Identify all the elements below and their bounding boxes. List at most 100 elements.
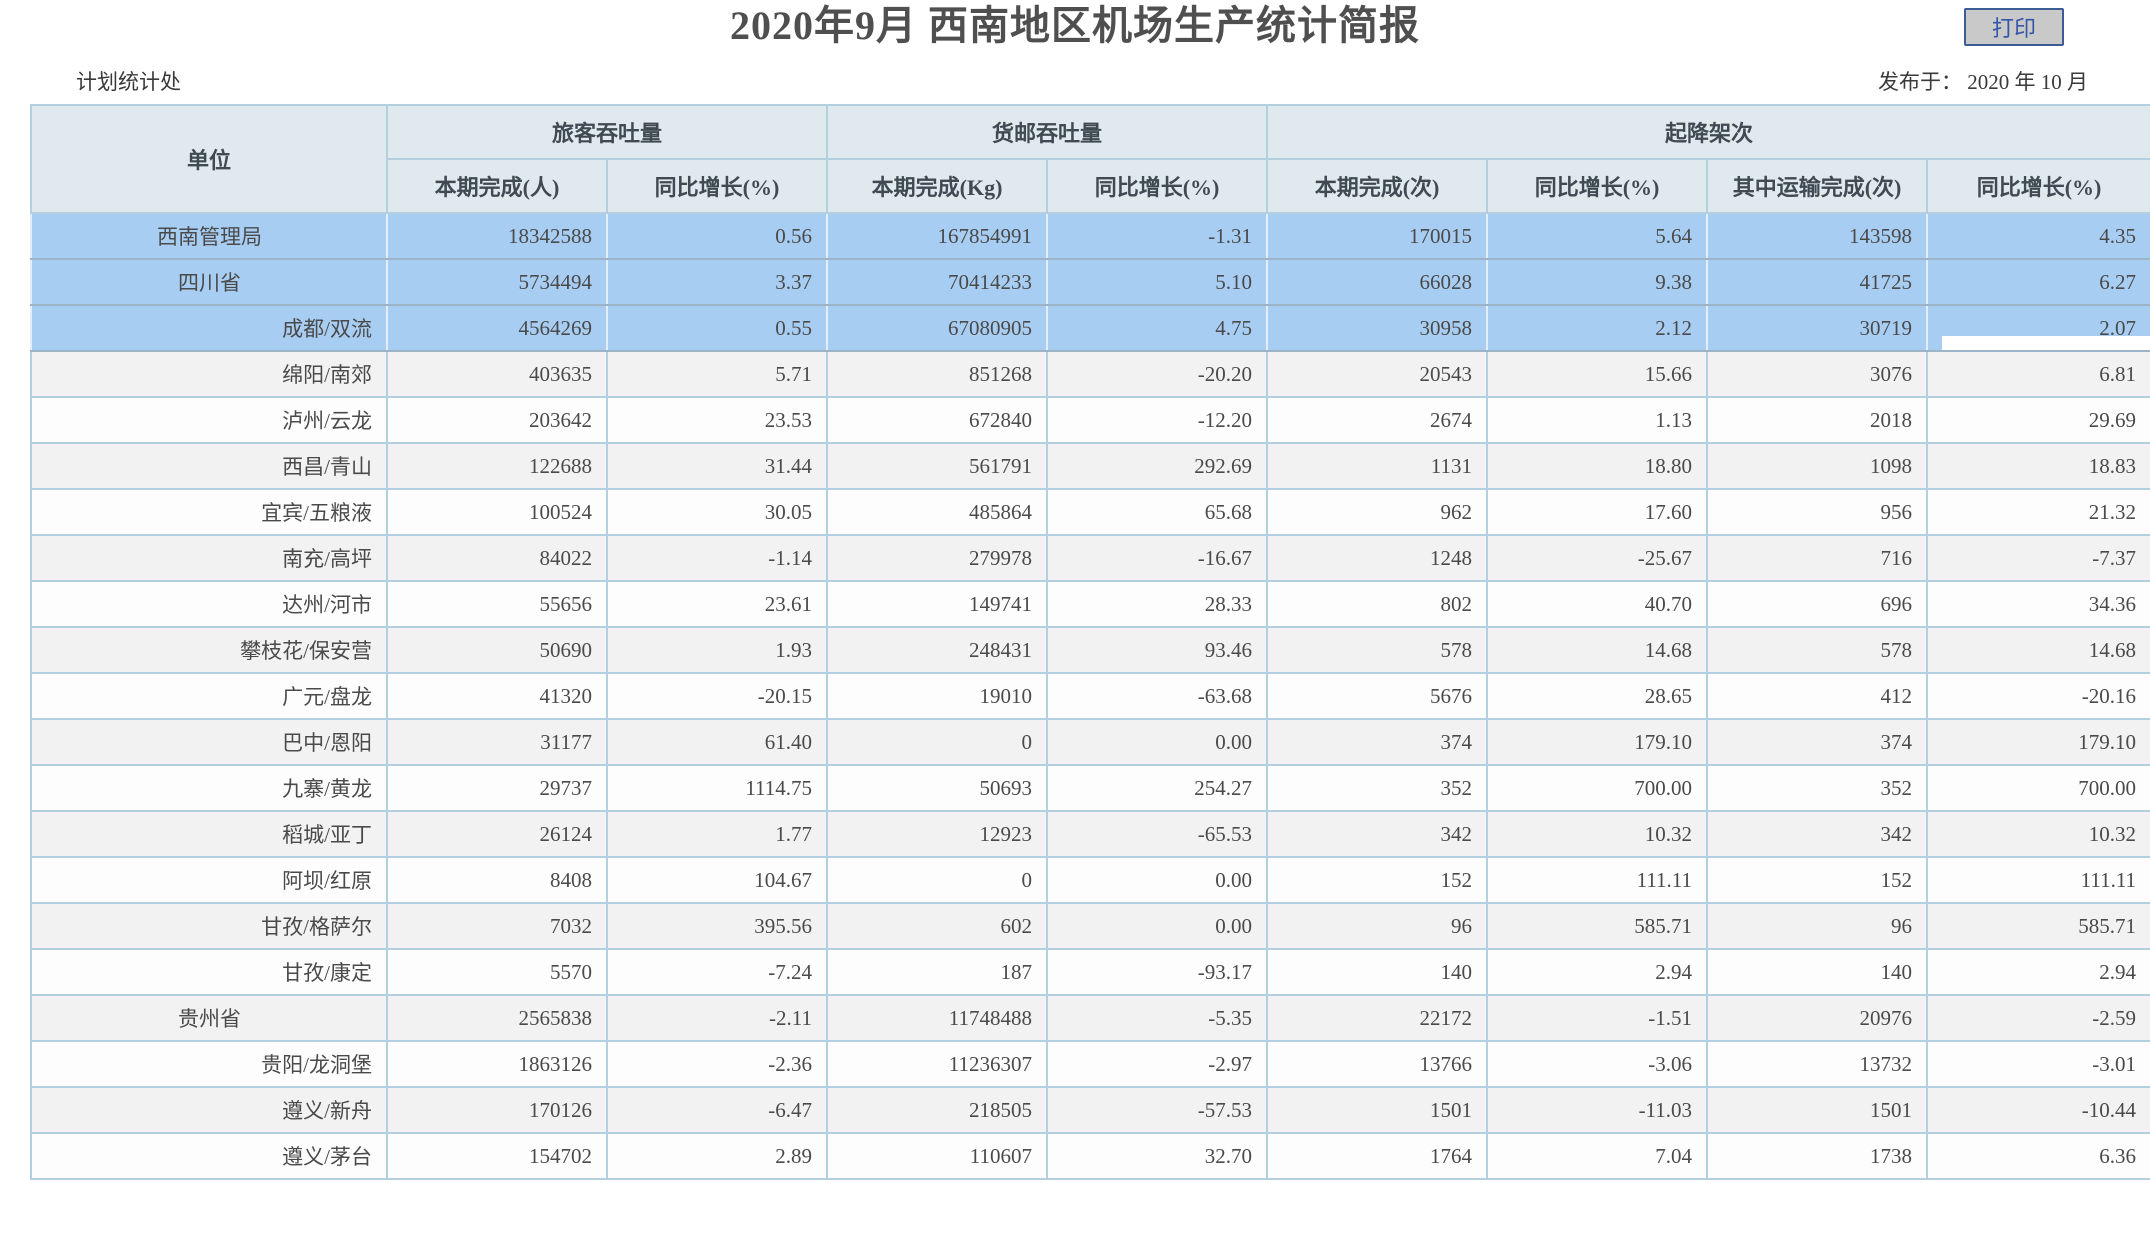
value-cell: 10.32 — [1486, 810, 1709, 858]
value-cell: 140 — [1706, 948, 1929, 996]
value-cell: 41320 — [386, 672, 608, 720]
value-cell: 30.05 — [605, 488, 829, 536]
value-cell: 374 — [1266, 718, 1489, 766]
table-row: 甘孜/康定 5570 -7.24 187 -93.17 140 2.94 140… — [30, 948, 2150, 996]
value-cell: 1098 — [1706, 442, 1929, 490]
value-cell: 1.93 — [605, 626, 829, 674]
unit-cell: 巴中/恩阳 — [30, 718, 388, 766]
value-cell: 2.07 — [1926, 304, 2150, 352]
value-cell: 41725 — [1706, 258, 1929, 306]
unit-cell: 遵义/新舟 — [30, 1086, 388, 1134]
value-cell: -1.14 — [605, 534, 829, 582]
unit-cell: 稻城/亚丁 — [30, 810, 388, 858]
value-cell: 22172 — [1266, 994, 1489, 1042]
print-button[interactable]: 打印 — [1964, 8, 2064, 46]
value-cell: 8408 — [386, 856, 608, 904]
value-cell: 13766 — [1266, 1040, 1489, 1088]
value-cell: 292.69 — [1046, 442, 1269, 490]
col-group-passenger: 旅客吞吐量 — [385, 104, 829, 160]
value-cell: 7032 — [386, 902, 608, 950]
value-cell: 143598 — [1706, 212, 1929, 260]
value-cell: 26124 — [386, 810, 608, 858]
value-cell: 672840 — [826, 396, 1049, 444]
value-cell: 1.77 — [605, 810, 829, 858]
col-group-movements: 起降架次 — [1266, 104, 2150, 160]
value-cell: 2.94 — [1926, 948, 2150, 996]
value-cell: 0.00 — [1046, 856, 1269, 904]
value-cell: 218505 — [826, 1086, 1049, 1134]
value-cell: -2.11 — [605, 994, 829, 1042]
value-cell: 122688 — [386, 442, 608, 490]
value-cell: 248431 — [826, 626, 1049, 674]
value-cell: 374 — [1706, 718, 1929, 766]
value-cell: 28.33 — [1046, 580, 1269, 628]
value-cell: -7.37 — [1926, 534, 2150, 582]
value-cell: 342 — [1266, 810, 1489, 858]
value-cell: 4.75 — [1046, 304, 1269, 352]
value-cell: 352 — [1706, 764, 1929, 812]
value-cell: -20.15 — [605, 672, 829, 720]
value-cell: 352 — [1266, 764, 1489, 812]
value-cell: 561791 — [826, 442, 1049, 490]
value-cell: 5.10 — [1046, 258, 1269, 306]
unit-cell: 达州/河市 — [30, 580, 388, 628]
value-cell: -63.68 — [1046, 672, 1269, 720]
value-cell: 485864 — [826, 488, 1049, 536]
value-cell: 100524 — [386, 488, 608, 536]
col-header-movements-completed: 本期完成(次) — [1266, 158, 1489, 214]
table-row: 遵义/新舟 170126 -6.47 218505 -57.53 1501 -1… — [30, 1086, 2150, 1134]
value-cell: 20543 — [1266, 350, 1489, 398]
table-row: 九寨/黄龙 29737 1114.75 50693 254.27 352 700… — [30, 764, 2150, 812]
unit-cell: 攀枝花/保安营 — [30, 626, 388, 674]
table-row: 遵义/茅台 154702 2.89 110607 32.70 1764 7.04… — [30, 1132, 2150, 1180]
unit-cell: 甘孜/格萨尔 — [30, 902, 388, 950]
value-cell: 111.11 — [1486, 856, 1709, 904]
value-cell: 29.69 — [1926, 396, 2150, 444]
value-cell: 585.71 — [1926, 902, 2150, 950]
value-cell: 1501 — [1266, 1086, 1489, 1134]
value-cell: 67080905 — [826, 304, 1049, 352]
value-cell: 1.13 — [1486, 396, 1709, 444]
value-cell: -20.20 — [1046, 350, 1269, 398]
value-cell: 1501 — [1706, 1086, 1929, 1134]
table-row: 达州/河市 55656 23.61 149741 28.33 802 40.70… — [30, 580, 2150, 628]
value-cell: -5.35 — [1046, 994, 1269, 1042]
value-cell: 65.68 — [1046, 488, 1269, 536]
value-cell: 5570 — [386, 948, 608, 996]
value-cell: 6.27 — [1926, 258, 2150, 306]
value-cell: 1863126 — [386, 1040, 608, 1088]
cell-edit-overlay — [1942, 336, 2150, 349]
published-label: 发布于： 2020 年 10 月 — [1878, 70, 2088, 94]
table-row: 西昌/青山 122688 31.44 561791 292.69 1131 18… — [30, 442, 2150, 490]
unit-cell: 西昌/青山 — [30, 442, 388, 490]
value-cell: 31177 — [386, 718, 608, 766]
value-cell: 716 — [1706, 534, 1929, 582]
value-cell: -57.53 — [1046, 1086, 1269, 1134]
unit-cell: 贵州省 — [30, 994, 388, 1042]
col-header-passenger-growth: 同比增长(%) — [605, 158, 829, 214]
value-cell: 30958 — [1266, 304, 1489, 352]
value-cell: -25.67 — [1486, 534, 1709, 582]
unit-cell: 西南管理局 — [30, 212, 388, 260]
table-body: 西南管理局 18342588 0.56 167854991 -1.31 1700… — [30, 212, 2150, 1180]
value-cell: 14.68 — [1926, 626, 2150, 674]
value-cell: 187 — [826, 948, 1049, 996]
value-cell: -20.16 — [1926, 672, 2150, 720]
value-cell: -1.51 — [1486, 994, 1709, 1042]
value-cell: 152 — [1266, 856, 1489, 904]
value-cell: 5676 — [1266, 672, 1489, 720]
col-header-passenger-completed: 本期完成(人) — [386, 158, 608, 214]
value-cell: 50690 — [386, 626, 608, 674]
value-cell: -3.06 — [1486, 1040, 1709, 1088]
unit-cell: 阿坝/红原 — [30, 856, 388, 904]
page-title: 2020年9月 西南地区机场生产统计简报 — [730, 3, 1420, 48]
value-cell: 2018 — [1706, 396, 1929, 444]
value-cell: 585.71 — [1486, 902, 1709, 950]
value-cell: 170126 — [386, 1086, 608, 1134]
value-cell: 2565838 — [386, 994, 608, 1042]
value-cell: 3076 — [1706, 350, 1929, 398]
value-cell: 17.60 — [1486, 488, 1709, 536]
value-cell: 40.70 — [1486, 580, 1709, 628]
value-cell: -2.59 — [1926, 994, 2150, 1042]
table-row: 西南管理局 18342588 0.56 167854991 -1.31 1700… — [30, 212, 2150, 260]
